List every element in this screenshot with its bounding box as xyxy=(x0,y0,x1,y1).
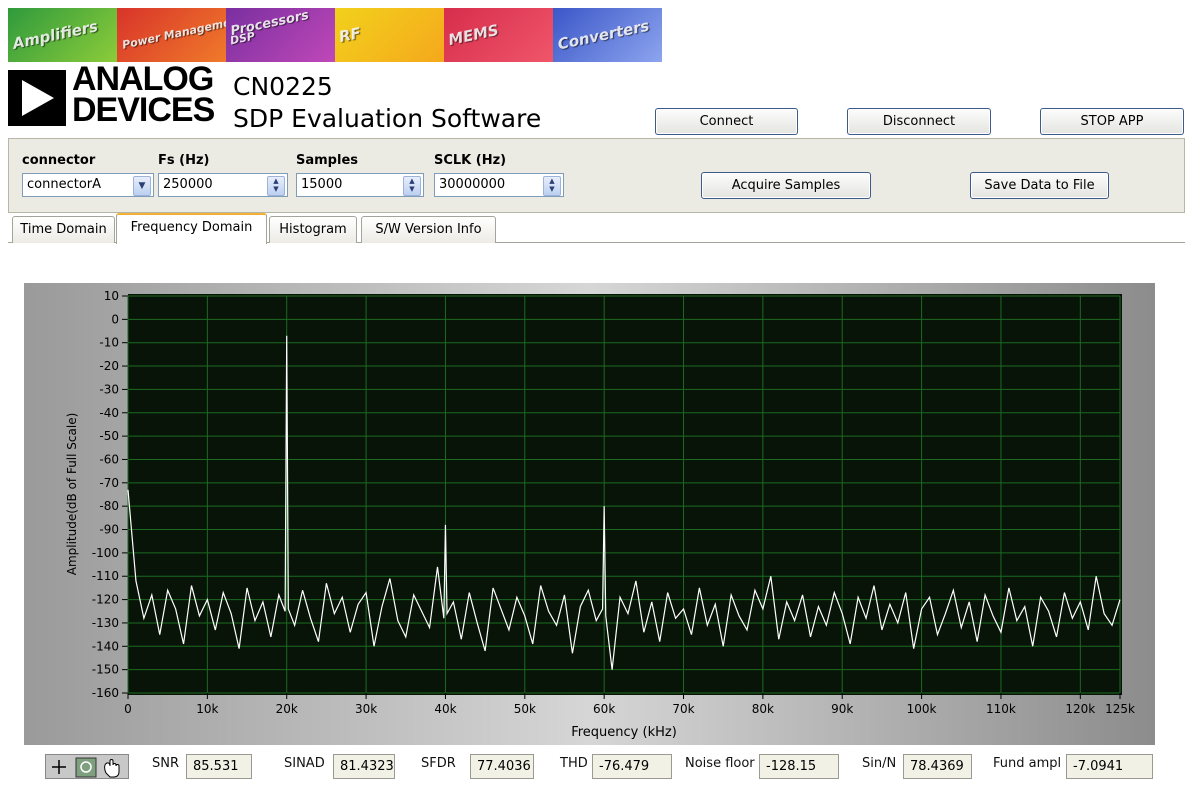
x-tick-label: 20k xyxy=(276,702,298,716)
tool-icons xyxy=(46,755,130,780)
input-value: 250000 xyxy=(163,177,213,192)
tab[interactable]: Frequency Domain xyxy=(116,213,267,244)
control-label: Samples xyxy=(296,153,358,168)
y-tick-label: -110 xyxy=(92,569,119,583)
control-label: SCLK (Hz) xyxy=(434,153,506,168)
app-subtitle: SDP Evaluation Software xyxy=(233,104,541,133)
x-tick-label: 120k xyxy=(1065,702,1095,716)
x-tick-label: 110k xyxy=(986,702,1016,716)
save-button[interactable]: Save Data to File xyxy=(970,172,1109,199)
y-tick-label: -70 xyxy=(99,476,119,490)
banner-tile: Processors DSP xyxy=(226,8,335,62)
y-tick-label: -40 xyxy=(99,406,119,420)
control-label: Fs (Hz) xyxy=(158,153,209,168)
y-tick-label: -10 xyxy=(99,336,119,350)
banner-tile: MEMS xyxy=(444,8,553,62)
acquire-button[interactable]: Acquire Samples xyxy=(701,172,871,199)
logo-text: ANALOG DEVICES xyxy=(72,64,214,126)
fs-input[interactable]: 250000 ▲▼ xyxy=(158,173,288,197)
readout-value: -76.479 xyxy=(592,754,672,779)
x-tick-label: 30k xyxy=(355,702,377,716)
readout-label: Sin/N xyxy=(862,756,896,771)
banner-tile: Power Management xyxy=(117,8,226,62)
spinner: ▲▼ xyxy=(543,176,561,196)
banner-text: MEMS xyxy=(447,21,501,49)
tab[interactable]: Time Domain xyxy=(12,216,115,243)
logo-mark xyxy=(8,70,66,126)
input-value: 15000 xyxy=(301,177,342,192)
y-tick-label: -50 xyxy=(99,429,119,443)
readout-value: 85.531 xyxy=(186,754,252,779)
x-tick-label: 70k xyxy=(672,702,694,716)
y-tick-label: -150 xyxy=(92,663,119,677)
y-tick-label: -30 xyxy=(99,382,119,396)
logo-line: DEVICES xyxy=(72,95,214,126)
y-tick-label: -100 xyxy=(92,546,119,560)
y-tick-label: -60 xyxy=(99,452,119,466)
banner-text: Converters xyxy=(556,17,651,54)
banner-text: RF xyxy=(337,24,362,46)
sclk-input[interactable]: 30000000 ▲▼ xyxy=(434,173,564,197)
x-tick-label: 40k xyxy=(434,702,456,716)
dropdown-value: connectorA xyxy=(27,177,101,192)
app-title: CN0225 xyxy=(233,72,333,101)
y-tick-label: -20 xyxy=(99,359,119,373)
x-tick-label: 125k xyxy=(1105,702,1135,716)
connect-button[interactable]: Connect xyxy=(655,108,798,135)
disconnect-button[interactable]: Disconnect xyxy=(847,108,991,135)
y-tick-label: -90 xyxy=(99,523,119,537)
banner-text: Power Management xyxy=(121,13,226,51)
plot-area xyxy=(128,294,1122,695)
readout-value: -7.0941 xyxy=(1066,754,1153,779)
stop-button[interactable]: STOP APP xyxy=(1040,108,1184,135)
readout-label: SFDR xyxy=(421,756,456,771)
x-tick-label: 90k xyxy=(831,702,853,716)
banner-tile: Amplifiers xyxy=(8,8,117,62)
x-axis-label: Frequency (kHz) xyxy=(571,725,677,740)
y-tick-label: -120 xyxy=(92,593,119,607)
y-axis-label: Amplitude(dB of Full Scale) xyxy=(65,413,79,576)
y-tick-label: -160 xyxy=(92,686,119,700)
tab[interactable]: Histogram xyxy=(269,216,357,243)
control-label: connector xyxy=(22,153,95,168)
samples-input[interactable]: 15000 ▲▼ xyxy=(296,173,424,197)
dropdown-arrow: ▼ xyxy=(133,176,151,196)
x-tick-label: 0 xyxy=(124,702,132,716)
x-tick-label: 60k xyxy=(593,702,615,716)
input-value: 30000000 xyxy=(439,177,505,192)
banner-text: Amplifiers xyxy=(11,17,99,53)
graph-tools xyxy=(45,754,129,779)
x-tick-label: 50k xyxy=(514,702,536,716)
x-tick-label: 100k xyxy=(907,702,937,716)
spinner: ▲▼ xyxy=(403,176,421,196)
readout-value: -128.15 xyxy=(759,754,839,779)
readout-label: Fund ampl xyxy=(993,756,1061,771)
x-tick-label: 80k xyxy=(752,702,774,716)
y-tick-label: -140 xyxy=(92,639,119,653)
readout-value: 81.4323 xyxy=(333,754,395,779)
readout-label: SNR xyxy=(152,756,179,771)
y-tick-label: -80 xyxy=(99,499,119,513)
readout-value: 78.4369 xyxy=(903,754,972,779)
readout-label: SINAD xyxy=(284,756,325,771)
spinner: ▲▼ xyxy=(267,176,285,196)
readout-label: THD xyxy=(560,756,588,771)
y-tick-label: 10 xyxy=(104,289,119,303)
y-tick-label: 0 xyxy=(111,312,119,326)
y-tick-label: -130 xyxy=(92,616,119,630)
banner-tile: RF xyxy=(335,8,444,62)
banner-tile: Converters xyxy=(553,8,662,62)
app-window: Amplifiers Power Management Processors D… xyxy=(0,0,1185,788)
readout-label: Noise floor xyxy=(685,756,755,771)
logo-triangle xyxy=(8,70,66,126)
spectrum-chart: Amplitude(dB of Full Scale) Frequency (k… xyxy=(24,283,1155,745)
tab[interactable]: S/W Version Info xyxy=(361,216,496,243)
x-tick-label: 10k xyxy=(196,702,218,716)
connector-dropdown[interactable]: connectorA ▼ xyxy=(22,173,154,197)
readout-value: 77.4036 xyxy=(470,754,534,779)
